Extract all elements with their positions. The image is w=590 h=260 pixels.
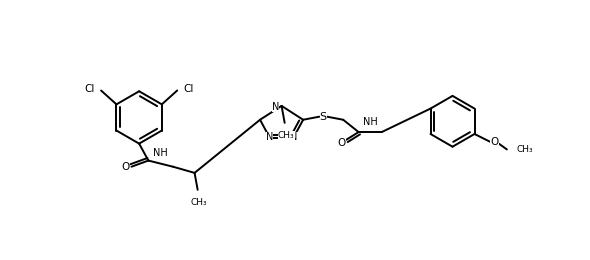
Text: CH₃: CH₃ (516, 145, 533, 154)
Text: CH₃: CH₃ (278, 131, 294, 140)
Text: S: S (320, 112, 327, 122)
Text: CH₃: CH₃ (191, 198, 208, 206)
Text: Cl: Cl (84, 84, 95, 94)
Text: NH: NH (363, 117, 378, 127)
Text: N: N (272, 102, 279, 112)
Text: O: O (337, 138, 346, 148)
Text: NH: NH (153, 148, 168, 158)
Text: O: O (121, 162, 129, 172)
Text: Cl: Cl (183, 84, 194, 94)
Text: O: O (490, 137, 499, 147)
Text: N: N (290, 132, 297, 142)
Text: N: N (266, 132, 273, 142)
